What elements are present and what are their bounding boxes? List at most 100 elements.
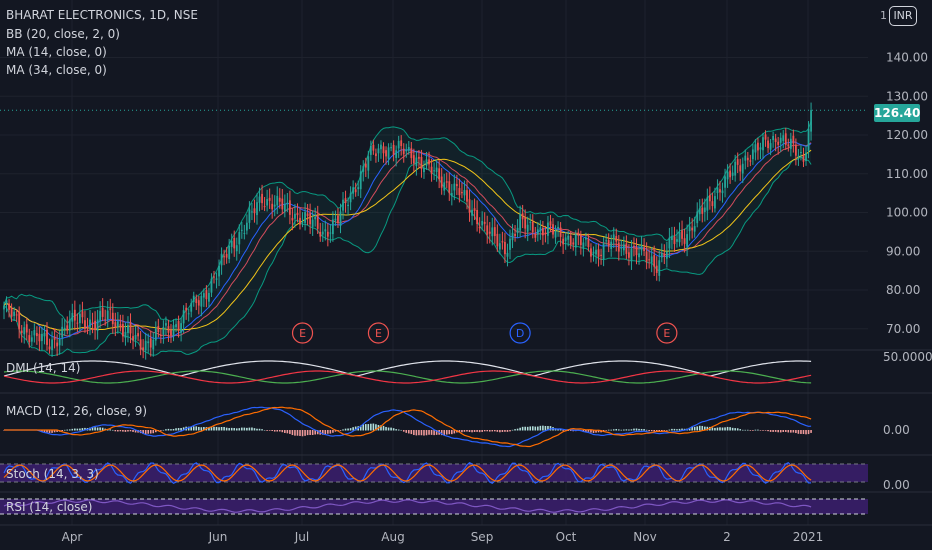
dmi-legend[interactable]: DMI (14, 14) xyxy=(6,361,81,375)
macd-histogram-bar xyxy=(757,429,759,431)
candle-body xyxy=(185,307,188,311)
macd-histogram-bar xyxy=(499,430,501,433)
bb-legend[interactable]: BB (20, close, 2, 0) xyxy=(6,27,120,41)
macd-histogram-bar xyxy=(696,426,699,431)
macd-histogram-bar xyxy=(514,429,516,431)
candle-body xyxy=(347,204,349,207)
currency-button[interactable]: INR xyxy=(889,6,917,26)
macd-histogram-bar xyxy=(749,430,752,431)
macd-histogram-bar xyxy=(671,428,673,431)
macd-histogram-bar xyxy=(805,430,807,435)
candle-body xyxy=(719,189,721,193)
macd-histogram-bar xyxy=(286,430,289,434)
candle-body xyxy=(10,308,13,317)
candle-body xyxy=(122,324,124,337)
candle-body xyxy=(582,242,585,248)
candle-body xyxy=(324,229,327,232)
macd-histogram-bar xyxy=(203,427,205,431)
macd-legend[interactable]: MACD (12, 26, close, 9) xyxy=(6,404,148,418)
candle-body xyxy=(111,312,114,325)
macd-histogram-bar xyxy=(228,428,230,431)
macd-histogram-bar xyxy=(544,425,547,431)
candle-body xyxy=(89,319,91,327)
candle-body xyxy=(668,237,671,249)
macd-histogram-bar xyxy=(504,430,506,432)
ma14-legend[interactable]: MA (14, close, 0) xyxy=(6,45,107,59)
macd-histogram-bar xyxy=(334,430,337,432)
macd-histogram-bar xyxy=(719,427,721,431)
macd-histogram-bar xyxy=(425,430,428,436)
candle-body xyxy=(205,290,208,300)
candle-body xyxy=(400,140,403,147)
candle-body xyxy=(569,235,572,245)
macd-histogram-bar xyxy=(362,424,365,431)
stoch-legend[interactable]: Stoch (14, 3, 3) xyxy=(6,467,99,481)
macd-histogram-bar xyxy=(729,427,731,431)
candle-body xyxy=(665,251,668,259)
candle-body xyxy=(407,146,410,151)
macd-histogram-bar xyxy=(397,429,400,431)
candle-body xyxy=(71,312,74,322)
macd-histogram-bar xyxy=(542,425,544,431)
macd-histogram-bar xyxy=(463,430,466,432)
candle-body xyxy=(552,224,554,235)
candle-body xyxy=(405,149,408,152)
candle-body xyxy=(486,225,489,235)
rsi-legend[interactable]: RSI (14, close) xyxy=(6,500,93,514)
macd-histogram-bar xyxy=(155,430,157,433)
candle-body xyxy=(721,190,724,194)
candle-body xyxy=(127,325,129,334)
event-marker xyxy=(509,322,531,344)
candle-body xyxy=(129,322,132,334)
symbol-title[interactable]: BHARAT ELECTRONICS, 1D, NSE xyxy=(6,8,198,22)
candle-body xyxy=(91,322,94,324)
macd-histogram-bar xyxy=(610,429,612,431)
macd-histogram-bar xyxy=(731,427,734,431)
candle-body xyxy=(597,249,600,257)
candle-body xyxy=(157,326,160,333)
candle-body xyxy=(526,224,529,232)
candle-body xyxy=(177,321,180,331)
candle-body xyxy=(663,253,666,257)
macd-histogram-bar xyxy=(408,430,410,434)
candle-body xyxy=(106,310,109,320)
price-axis-label: 80.00 xyxy=(886,283,920,297)
candle-body xyxy=(592,251,595,254)
candle-body xyxy=(387,147,390,159)
candle-body xyxy=(172,325,175,336)
event-marker xyxy=(291,322,314,344)
stoch-d-line xyxy=(3,464,812,482)
candle-body xyxy=(559,227,562,237)
candle-body xyxy=(807,128,810,151)
macd-histogram-bar xyxy=(84,427,86,431)
candle-body xyxy=(628,252,630,258)
macd-histogram-bar xyxy=(273,430,276,432)
macd-histogram-bar xyxy=(311,430,314,435)
macd-histogram-bar xyxy=(451,430,453,435)
macd-histogram-bar xyxy=(215,426,218,431)
macd-histogram-bar xyxy=(617,429,620,431)
candle-body xyxy=(693,226,696,232)
macd-histogram-bar xyxy=(415,430,418,436)
time-axis-label: Sep xyxy=(471,530,494,544)
candle-body xyxy=(751,149,754,160)
candle-body xyxy=(352,187,355,194)
macd-histogram-bar xyxy=(347,428,349,431)
macd-histogram-bar xyxy=(623,429,625,431)
macd-histogram-bar xyxy=(294,430,296,436)
macd-histogram-bar xyxy=(276,430,279,432)
macd-histogram-bar xyxy=(402,430,405,432)
candle-body xyxy=(46,329,48,345)
candle-body xyxy=(496,233,499,247)
macd-histogram-bar xyxy=(101,427,104,431)
candle-body xyxy=(658,260,661,276)
candle-body xyxy=(149,338,152,348)
macd-histogram-bar xyxy=(246,427,248,431)
ma34-legend[interactable]: MA (34, close, 0) xyxy=(6,63,107,77)
macd-histogram-bar xyxy=(605,430,607,431)
macd-histogram-bar xyxy=(220,426,223,431)
candle-body xyxy=(390,147,392,149)
event-marker-label: D xyxy=(516,327,524,340)
candle-body xyxy=(182,310,185,324)
